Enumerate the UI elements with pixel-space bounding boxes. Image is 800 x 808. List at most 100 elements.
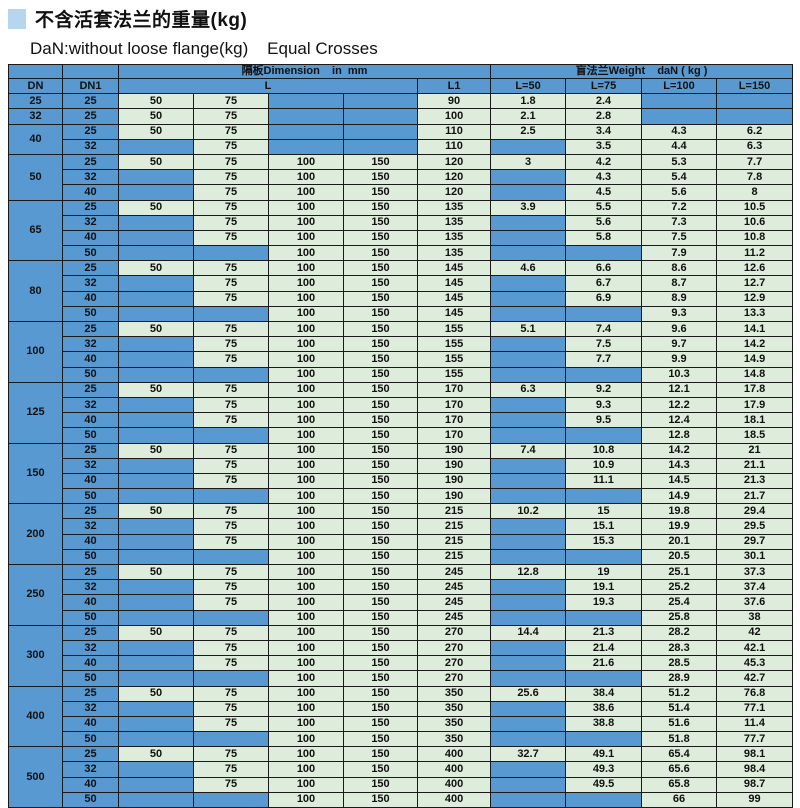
l-dimension-cell xyxy=(118,791,194,808)
l-dimension-cell: 100 xyxy=(268,533,344,550)
l-dimension-cell: 150 xyxy=(343,412,418,429)
weight-cell: 10.9 xyxy=(565,457,643,474)
l-dimension-cell: 75 xyxy=(193,381,269,398)
weight-cell: 14.1 xyxy=(716,320,794,338)
weight-cell: 9.3 xyxy=(565,396,643,414)
l-dimension-cell: 100 xyxy=(268,624,344,641)
weight-cell xyxy=(490,229,567,247)
table-header-row-columns: DN DN1 L L1 L=50 L=75 L=100 L=150 xyxy=(8,77,794,95)
col-header-dn1: DN1 xyxy=(62,77,119,95)
dn1-cell: 32 xyxy=(62,275,119,292)
l-dimension-cell: 75 xyxy=(193,153,269,171)
l-dimension-cell: 75 xyxy=(193,442,269,459)
col-header-l50: L=50 xyxy=(490,77,567,95)
l-dimension-cell: 75 xyxy=(193,776,269,793)
dn1-cell: 50 xyxy=(62,427,119,444)
weight-cell xyxy=(565,427,643,444)
l-dimension-cell: 150 xyxy=(343,685,418,702)
l-dimension-cell: 75 xyxy=(193,700,269,717)
weight-cell: 8.7 xyxy=(641,275,718,292)
table-row: 40 75 100 150 270 21.6 28.5 45.3 xyxy=(9,655,794,672)
l-dimension-cell xyxy=(343,123,418,140)
l-dimension-cell: 150 xyxy=(343,320,418,338)
weight-cell: 12.8 xyxy=(641,427,718,444)
table-row: 50 100 150 270 28.9 42.7 xyxy=(9,670,794,687)
l-dimension-cell: 100 xyxy=(268,685,344,702)
dn1-cell: 32 xyxy=(62,457,119,474)
l-dimension-cell: 50 xyxy=(118,93,194,110)
dn1-cell: 32 xyxy=(62,700,119,717)
table-row: 50 100 150 350 51.8 77.7 xyxy=(9,731,794,748)
weight-cell: 49.5 xyxy=(565,776,643,793)
weight-cell: 29.5 xyxy=(716,518,794,535)
l1-cell: 190 xyxy=(416,488,492,505)
l-dimension-cell: 50 xyxy=(118,746,194,763)
col-header-l: L xyxy=(118,77,418,95)
weight-cell: 10.6 xyxy=(716,214,794,231)
dn1-cell: 25 xyxy=(62,108,119,125)
weight-cell: 38.4 xyxy=(565,685,643,702)
weight-cell: 18.5 xyxy=(716,427,794,444)
l1-cell: 170 xyxy=(416,396,492,414)
l1-cell: 400 xyxy=(416,761,492,778)
weight-cell: 14.3 xyxy=(641,457,718,474)
l-dimension-cell: 75 xyxy=(193,320,269,338)
l-dimension-cell: 75 xyxy=(193,275,269,292)
l1-cell: 245 xyxy=(416,563,492,581)
table-row: 40 25 50 75 110 2.5 3.4 4.3 6.2 xyxy=(8,123,794,155)
weight-cell: 7.5 xyxy=(565,336,643,353)
l1-cell: 400 xyxy=(416,776,492,793)
l1-cell: 190 xyxy=(416,457,492,474)
l-dimension-cell: 150 xyxy=(343,199,418,216)
weight-cell: 6.6 xyxy=(565,260,643,277)
l-dimension-cell: 100 xyxy=(268,366,344,383)
l-dimension-cell: 100 xyxy=(268,791,344,808)
l-dimension-cell: 150 xyxy=(343,518,418,535)
l-dimension-cell: 150 xyxy=(343,229,418,247)
weight-cell xyxy=(490,138,567,155)
weight-cell: 65.6 xyxy=(641,761,718,778)
weight-cell: 15.1 xyxy=(565,518,643,535)
l-dimension-cell xyxy=(193,670,269,687)
l-dimension-cell: 100 xyxy=(268,336,344,353)
l-dimension-cell: 150 xyxy=(343,503,418,520)
weight-cell: 37.4 xyxy=(716,579,794,596)
l-dimension-cell: 150 xyxy=(343,776,418,793)
dn1-cell: 40 xyxy=(62,776,119,793)
l-dimension-cell: 75 xyxy=(193,639,269,657)
l-dimension-cell: 75 xyxy=(193,518,269,535)
table-row: 32 75 100 150 400 49.3 65.6 98.4 xyxy=(9,761,794,778)
table-row: 25 25 50 75 90 1.8 2.4 xyxy=(8,93,794,110)
l-dimension-cell: 100 xyxy=(268,639,344,657)
l-dimension-cell xyxy=(193,245,269,262)
dn1-cell: 40 xyxy=(62,715,119,733)
l-dimension-cell: 50 xyxy=(118,199,194,216)
weight-cell: 7.8 xyxy=(716,169,794,186)
dn1-cell: 25 xyxy=(62,93,119,110)
l1-cell: 145 xyxy=(416,260,492,277)
weight-cell xyxy=(490,351,567,368)
table-row: 40 75 100 150 245 19.3 25.4 37.6 xyxy=(9,594,794,611)
l-dimension-cell: 100 xyxy=(268,776,344,793)
dn1-cell: 40 xyxy=(62,655,119,672)
weight-cell: 21 xyxy=(716,442,794,459)
table-row: 50 100 150 400 66 99 xyxy=(9,791,794,808)
l1-cell: 215 xyxy=(416,518,492,535)
l-dimension-cell xyxy=(118,518,194,535)
dn1-cell: 25 xyxy=(62,260,119,277)
l-dimension-cell xyxy=(193,731,269,748)
weight-cell: 9.5 xyxy=(565,412,643,429)
weight-cell: 14.8 xyxy=(716,366,794,383)
l-dimension-cell: 75 xyxy=(193,138,269,155)
l-dimension-cell: 150 xyxy=(343,548,418,566)
l-dimension-cell xyxy=(118,700,194,717)
weight-cell: 3.4 xyxy=(565,123,643,140)
l-dimension-cell: 50 xyxy=(118,685,194,702)
weight-cell xyxy=(490,366,567,383)
l-dimension-cell xyxy=(118,214,194,231)
l-dimension-cell: 100 xyxy=(268,761,344,778)
dn-cell: 400 xyxy=(8,685,63,748)
weight-cell: 99 xyxy=(716,791,794,808)
weight-cell: 10.8 xyxy=(716,229,794,247)
weight-cell: 9.3 xyxy=(641,305,718,323)
